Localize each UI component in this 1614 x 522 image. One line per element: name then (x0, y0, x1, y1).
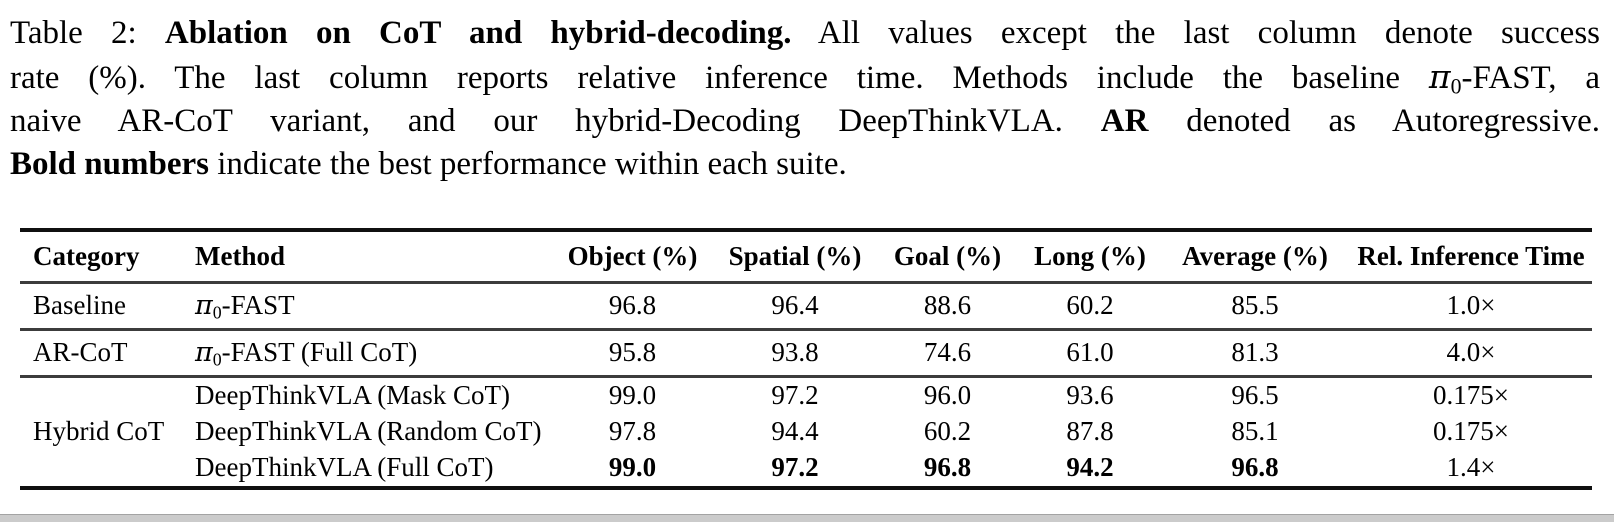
cell-rel-time: 1.4× (1446, 452, 1496, 482)
cell-goal: 74.6 (923, 337, 972, 367)
pi-subscript: 0 (212, 302, 222, 323)
cell-spatial: 96.4 (771, 290, 819, 320)
caption-line-2: rate (%). The last column reports relati… (10, 55, 1600, 100)
cell-category-hybrid: Hybrid CoT (33, 416, 165, 446)
cell-method: DeepThinkVLA (Full CoT) (170, 450, 550, 488)
cell-goal: 88.6 (923, 290, 972, 320)
caption-text: indicate the best performance within eac… (208, 146, 847, 182)
cell-category: AR-CoT (33, 337, 128, 367)
cell-average: 85.1 (1231, 416, 1279, 446)
cell-average: 81.3 (1231, 337, 1279, 367)
cell-average: 96.5 (1231, 380, 1279, 410)
caption-line-3: naive AR-CoT variant, and our hybrid-Dec… (10, 100, 1600, 143)
table-header: Category Method Object (%) Spatial (%) G… (20, 230, 1592, 283)
cell-rel-time: 1.0× (1446, 290, 1496, 320)
cell-method: DeepThinkVLA (Random CoT) (170, 414, 550, 450)
cell-method: π0-FAST (170, 283, 550, 330)
cell-long: 61.0 (1066, 337, 1114, 367)
window-bottom-strip (0, 514, 1614, 522)
cell-goal: 60.2 (923, 416, 972, 446)
col-header-category: Category (33, 241, 140, 271)
cell-spatial: 97.2 (771, 380, 819, 410)
pi-symbol: π (1428, 57, 1451, 96)
ablation-table: Category Method Object (%) Spatial (%) G… (20, 228, 1592, 490)
col-header-goal: Goal (%) (893, 241, 1002, 271)
table-caption: Table 2: Ablation on CoT and hybrid-deco… (10, 12, 1600, 186)
caption-bold-title: Ablation on CoT and hybrid-decoding. (164, 15, 792, 51)
cell-long: 93.6 (1066, 380, 1114, 410)
caption-text: denoted as Autoregressive. (1148, 103, 1601, 139)
cell-long: 94.2 (1066, 452, 1114, 482)
table-row-hybrid-full: DeepThinkVLA (Full CoT) 99.0 97.2 96.8 9… (20, 450, 1592, 488)
method-name: -FAST (Full CoT) (221, 337, 418, 367)
caption-line-4: Bold numbers indicate the best performan… (10, 143, 1600, 186)
caption-bold-ar: AR (1100, 103, 1149, 139)
cell-category: Baseline (33, 290, 126, 320)
caption-text: naive AR-CoT variant, and our hybrid-Dec… (10, 103, 1101, 139)
cell-average: 96.8 (1231, 452, 1279, 482)
caption-text: rate (%). The last column reports relati… (10, 60, 1429, 96)
table-row-hybrid-random: DeepThinkVLA (Random CoT) 97.8 94.4 60.2… (20, 414, 1592, 450)
cell-spatial: 94.4 (771, 416, 819, 446)
cell-spatial: 97.2 (771, 452, 819, 482)
col-header-spatial: Spatial (%) (728, 241, 862, 271)
cell-long: 87.8 (1066, 416, 1114, 446)
pi-symbol: π (195, 337, 213, 368)
paper-page: Table 2: Ablation on CoT and hybrid-deco… (0, 12, 1614, 522)
method-name: -FAST (221, 290, 295, 320)
cell-long: 60.2 (1066, 290, 1114, 320)
cell-object: 95.8 (608, 337, 657, 367)
cell-object: 99.0 (608, 380, 657, 410)
cell-object: 96.8 (608, 290, 657, 320)
pi-symbol: π (195, 290, 213, 321)
col-header-object: Object (%) (567, 241, 698, 271)
method-name: DeepThinkVLA (Random CoT) (195, 416, 542, 446)
table-row-hybrid-mask: Hybrid CoT DeepThinkVLA (Mask CoT) 99.0 … (20, 377, 1592, 446)
cell-object: 97.8 (608, 416, 657, 446)
pi-subscript: 0 (1450, 74, 1462, 99)
col-header-method: Method (195, 241, 285, 271)
cell-goal: 96.8 (923, 452, 972, 482)
cell-goal: 96.0 (923, 380, 972, 410)
cell-rel-time: 0.175× (1433, 416, 1509, 446)
method-name: DeepThinkVLA (Mask CoT) (195, 380, 510, 410)
caption-text: Table 2: (10, 15, 165, 51)
caption-text: All values except the last column denote… (791, 15, 1601, 51)
cell-average: 85.5 (1231, 290, 1279, 320)
method-name: DeepThinkVLA (Full CoT) (195, 452, 494, 482)
caption-bold-numbers: Bold numbers (10, 146, 209, 182)
caption-line-1: Table 2: Ablation on CoT and hybrid-deco… (10, 12, 1600, 55)
cell-rel-time: 0.175× (1433, 380, 1509, 410)
cell-spatial: 93.8 (771, 337, 819, 367)
header-row: Category Method Object (%) Spatial (%) G… (20, 230, 1592, 283)
col-header-average: Average (%) (1182, 241, 1328, 271)
caption-text: -FAST, a (1461, 60, 1600, 96)
cell-method: π0-FAST (Full CoT) (170, 330, 550, 377)
pi-subscript: 0 (212, 349, 222, 370)
table-row-ar-cot: AR-CoT π0-FAST (Full CoT) 95.8 93.8 74.6… (20, 330, 1592, 377)
table-row-baseline: Baseline π0-FAST 96.8 96.4 88.6 60.2 85.… (20, 283, 1592, 330)
col-header-rel-inference-time: Rel. Inference Time (1357, 241, 1585, 271)
cell-object: 99.0 (608, 452, 657, 482)
cell-method: DeepThinkVLA (Mask CoT) (170, 377, 550, 415)
col-header-long: Long (%) (1034, 241, 1146, 271)
cell-rel-time: 4.0× (1446, 337, 1496, 367)
